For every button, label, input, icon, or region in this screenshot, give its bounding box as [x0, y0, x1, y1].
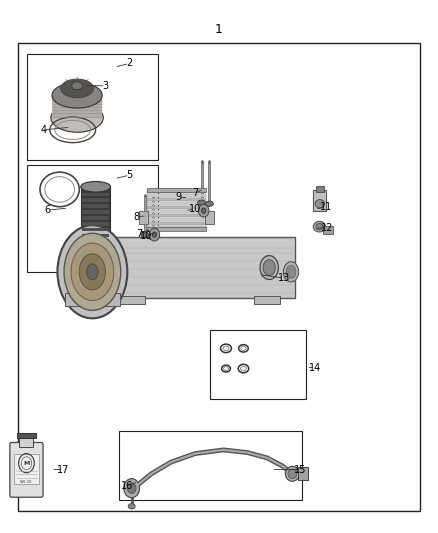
Ellipse shape: [263, 260, 276, 276]
Bar: [147, 203, 206, 205]
Text: 11: 11: [320, 202, 332, 212]
Text: 7: 7: [136, 229, 143, 239]
Bar: [119, 431, 302, 500]
Ellipse shape: [313, 221, 325, 232]
Ellipse shape: [198, 200, 205, 205]
Text: 7: 7: [192, 188, 198, 198]
Ellipse shape: [283, 262, 299, 282]
Bar: [147, 198, 206, 201]
Ellipse shape: [149, 235, 156, 240]
Bar: [205, 211, 214, 224]
Bar: [52, 95, 102, 118]
Bar: [147, 211, 206, 213]
Bar: [27, 54, 158, 160]
Bar: [81, 187, 110, 264]
Text: 1: 1: [215, 23, 223, 36]
Bar: [147, 222, 206, 225]
Ellipse shape: [71, 243, 114, 301]
Bar: [14, 454, 39, 484]
Ellipse shape: [286, 466, 299, 481]
Ellipse shape: [52, 83, 102, 108]
Bar: [147, 188, 206, 191]
Bar: [19, 437, 33, 447]
Text: 10: 10: [140, 231, 152, 241]
Bar: [147, 214, 206, 217]
Text: 16: 16: [121, 481, 134, 490]
Text: 2: 2: [127, 59, 133, 68]
Ellipse shape: [87, 264, 98, 280]
Bar: [147, 206, 206, 209]
Text: 9: 9: [175, 192, 181, 203]
Bar: [147, 219, 206, 221]
Bar: [298, 467, 308, 480]
Ellipse shape: [205, 201, 213, 206]
Text: 15: 15: [293, 465, 306, 474]
Ellipse shape: [286, 265, 296, 278]
Bar: [27, 165, 158, 272]
Text: 6: 6: [44, 205, 50, 215]
Ellipse shape: [51, 103, 103, 132]
FancyBboxPatch shape: [10, 442, 43, 497]
Bar: [82, 204, 109, 208]
Bar: [82, 233, 109, 237]
Bar: [210, 330, 306, 399]
Text: 3: 3: [102, 81, 109, 91]
Bar: [313, 190, 326, 211]
Bar: [82, 210, 109, 214]
Text: 4: 4: [40, 125, 46, 135]
Text: 10: 10: [189, 204, 201, 214]
Bar: [82, 192, 109, 196]
Bar: [147, 227, 206, 229]
Ellipse shape: [81, 259, 110, 269]
Bar: [323, 225, 332, 233]
Circle shape: [127, 483, 136, 494]
Bar: [65, 293, 120, 306]
Text: M: M: [23, 461, 30, 466]
Circle shape: [198, 204, 209, 217]
Ellipse shape: [260, 256, 279, 279]
Bar: [112, 237, 295, 298]
Text: 12: 12: [321, 223, 333, 233]
Ellipse shape: [81, 181, 110, 192]
Text: 13: 13: [279, 273, 291, 283]
Ellipse shape: [128, 504, 135, 509]
Circle shape: [149, 228, 159, 241]
Bar: [17, 433, 36, 438]
Bar: [82, 245, 109, 249]
Bar: [82, 257, 109, 261]
Bar: [82, 251, 109, 255]
Bar: [254, 296, 280, 304]
Bar: [147, 190, 206, 193]
Ellipse shape: [288, 469, 297, 479]
Bar: [147, 195, 206, 197]
Ellipse shape: [141, 232, 149, 237]
Text: 5W-30: 5W-30: [20, 480, 33, 484]
Ellipse shape: [57, 225, 127, 318]
Circle shape: [201, 208, 206, 213]
Bar: [82, 228, 109, 231]
Ellipse shape: [61, 79, 93, 98]
Ellipse shape: [64, 233, 121, 310]
Bar: [82, 216, 109, 220]
Bar: [82, 239, 109, 243]
Bar: [316, 185, 324, 192]
Ellipse shape: [315, 199, 325, 208]
Ellipse shape: [72, 82, 82, 90]
Ellipse shape: [79, 254, 106, 290]
Circle shape: [152, 232, 156, 237]
Bar: [147, 227, 206, 231]
Bar: [18, 43, 420, 511]
Text: 17: 17: [57, 465, 69, 474]
Ellipse shape: [316, 223, 323, 230]
Bar: [119, 296, 145, 304]
Circle shape: [124, 479, 140, 498]
Text: 14: 14: [309, 362, 321, 373]
Text: 8: 8: [133, 212, 139, 222]
Text: 5: 5: [127, 170, 133, 180]
Bar: [82, 198, 109, 202]
Bar: [82, 222, 109, 225]
Bar: [139, 211, 148, 224]
Ellipse shape: [91, 261, 100, 266]
